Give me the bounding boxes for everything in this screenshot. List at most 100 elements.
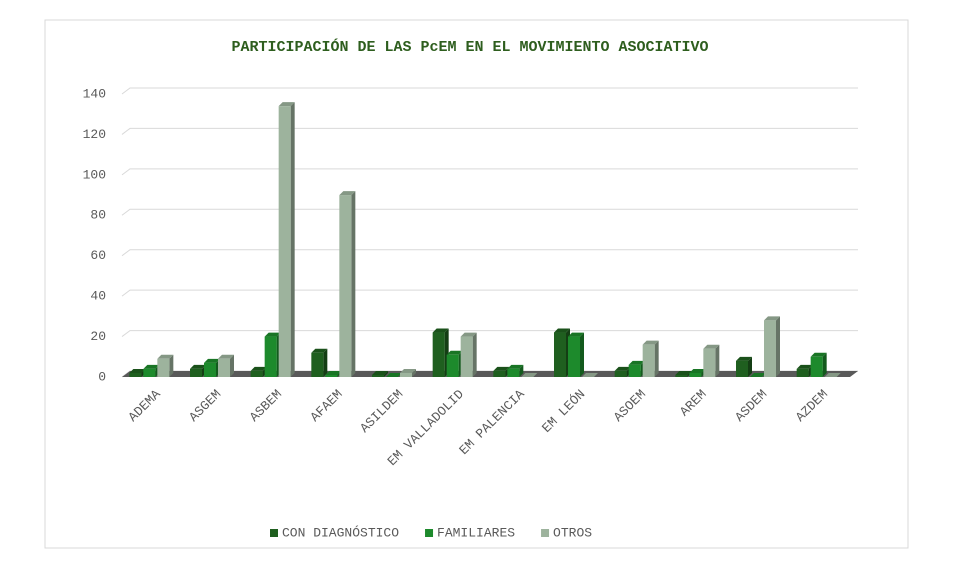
bar-front [204,362,216,377]
y-tick-label: 100 [83,167,106,182]
bar [568,332,584,377]
bar-front [143,368,156,377]
bar [554,328,570,377]
bar-top [703,344,720,349]
bar-front [432,332,445,377]
y-tick-label: 80 [90,208,106,223]
y-tick-label: 120 [83,127,106,142]
y-tick-label: 60 [90,248,106,263]
chart-title: PARTICIPACIÓN DE LAS PcEM EN EL MOVIMIEN… [231,38,708,56]
bar-top [521,373,538,377]
bar-front [129,372,142,377]
legend-swatch [541,529,550,537]
bar-top [507,364,524,369]
bar-top [143,364,160,369]
bar [582,373,598,377]
bar-top [554,328,570,333]
bar [824,373,841,377]
bar-front [460,336,473,377]
bar-side [230,354,234,377]
y-tick-label: 40 [90,289,106,304]
bar-top [614,366,631,371]
bar-side [822,352,827,377]
bar-top [264,332,281,337]
grid-line [121,168,858,176]
bar-front [339,195,352,377]
bar [521,373,538,377]
bar [736,356,752,377]
bar [446,350,463,377]
bar-front [446,354,459,377]
grid-line [121,249,858,257]
bar-top [764,316,780,321]
bar-top [218,354,234,359]
bar [311,348,328,377]
legend-label: FAMILIARES [437,525,515,540]
bar-side [715,344,720,377]
bar-front [190,368,202,377]
bar-top [568,332,584,337]
bar [204,358,220,377]
bar [372,370,388,377]
bar-front [311,352,324,377]
bar-top [582,373,598,377]
bar [750,373,766,377]
bar [460,332,477,377]
bar-front [278,106,291,377]
bar-side [580,332,584,377]
bar-top [796,364,813,369]
bar-side [748,356,752,377]
bar-side [169,354,174,377]
grid-line [121,127,858,135]
bar-front [689,372,702,377]
bar-top [311,348,328,353]
bar-side [351,191,356,377]
grid-line [121,208,858,216]
bar [190,364,206,377]
bar-front [796,368,809,377]
bar-front [264,336,277,377]
floor [122,371,858,377]
bar [278,102,295,377]
bar-front [400,372,412,377]
bar-side [519,364,524,377]
legend-swatch [270,529,278,537]
bar [507,364,524,377]
bar [810,352,827,377]
bar [796,364,813,377]
grid-line [121,289,858,297]
bar [143,364,160,377]
y-tick-label: 140 [83,86,106,101]
bar [339,191,356,377]
bar-top [810,352,827,357]
bar-side [290,102,295,377]
bar-front [554,332,566,377]
bar-front [372,374,384,377]
bar-top [446,350,463,355]
bar [628,360,645,377]
bar-front [675,374,688,377]
bar [432,328,449,377]
bar-front [736,360,748,377]
bar-front [218,358,230,377]
bar-front [764,320,776,377]
bar-side [412,368,416,377]
y-tick-label: 0 [98,369,106,384]
bar-top [250,366,267,371]
bar-front [642,344,655,377]
bar-front [810,356,823,377]
bar-top [400,368,416,373]
bar-front [250,370,263,377]
bar-front [703,348,716,377]
bar-top [157,354,174,359]
bar-top [460,332,477,337]
bar-top [386,373,402,377]
bar [400,368,416,377]
bar [386,373,402,377]
bar-top [190,364,206,369]
bar-side [472,332,477,377]
grid-line [121,330,858,337]
bar-top [278,102,295,107]
